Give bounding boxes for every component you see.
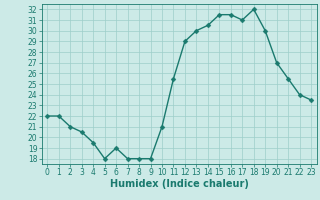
X-axis label: Humidex (Indice chaleur): Humidex (Indice chaleur)	[110, 179, 249, 189]
